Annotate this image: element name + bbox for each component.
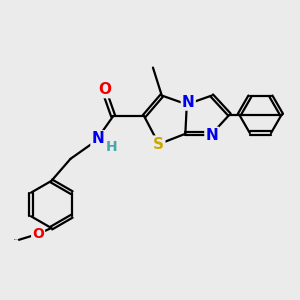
Text: N: N — [92, 131, 104, 146]
Text: O: O — [98, 82, 111, 97]
Text: S: S — [153, 136, 164, 152]
Text: methoxy: methoxy — [14, 239, 21, 240]
Text: H: H — [106, 140, 118, 154]
Text: O: O — [32, 227, 44, 241]
Text: N: N — [206, 128, 218, 143]
Text: N: N — [182, 94, 195, 110]
